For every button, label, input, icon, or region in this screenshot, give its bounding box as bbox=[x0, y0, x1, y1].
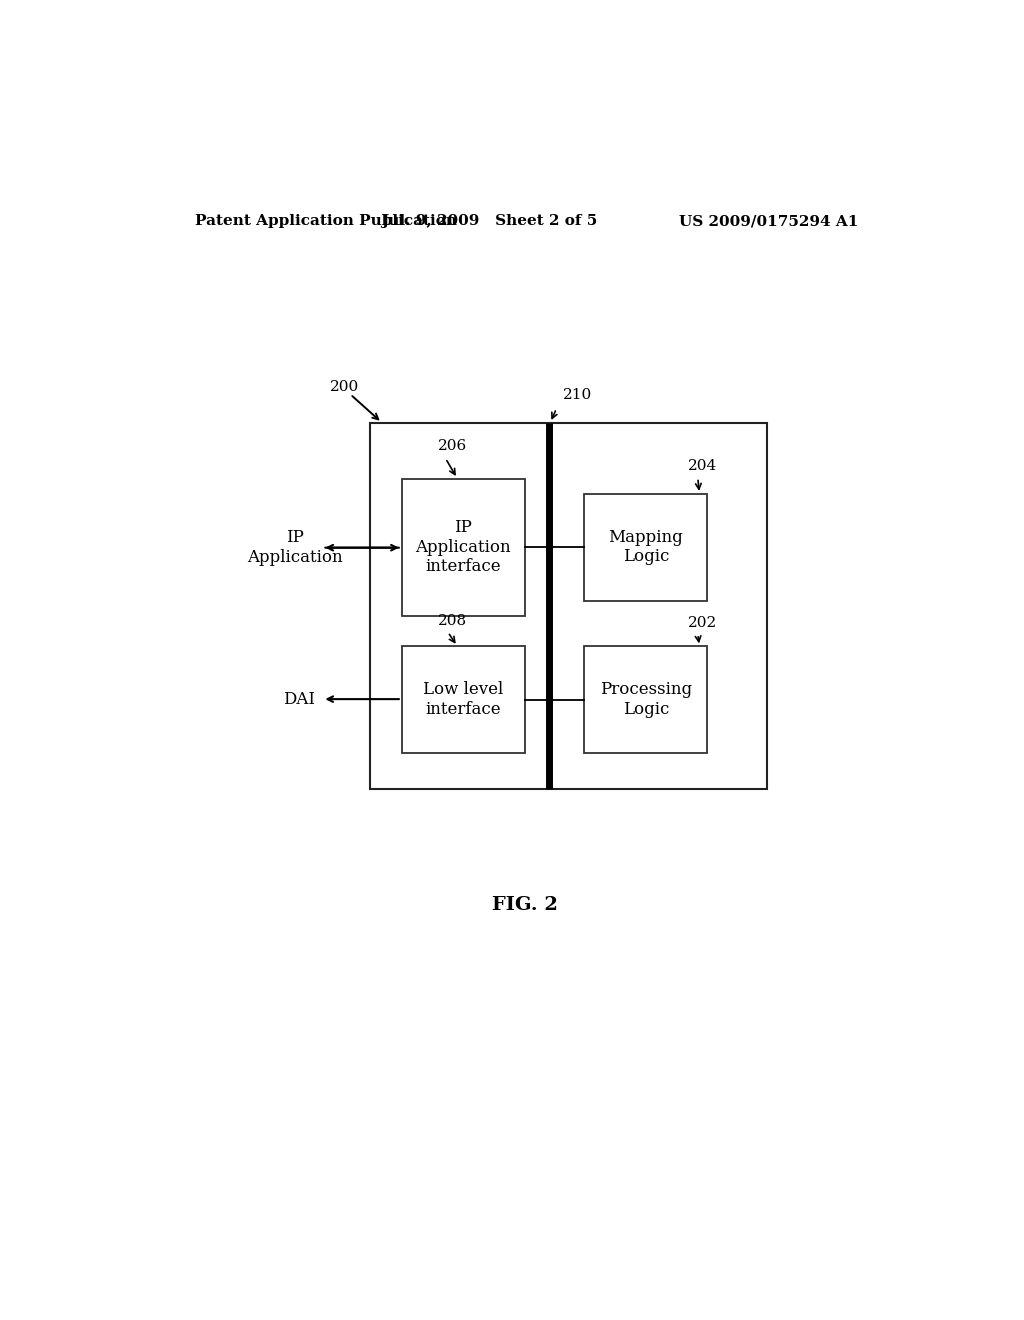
Bar bbox=[401, 647, 524, 752]
Text: 208: 208 bbox=[437, 614, 467, 628]
Bar bbox=[585, 494, 708, 601]
Bar bbox=[585, 647, 708, 752]
Text: Jul. 9, 2009   Sheet 2 of 5: Jul. 9, 2009 Sheet 2 of 5 bbox=[381, 214, 597, 228]
Text: 210: 210 bbox=[563, 388, 592, 403]
Text: 206: 206 bbox=[437, 440, 467, 453]
Text: Low level
interface: Low level interface bbox=[423, 681, 504, 718]
Text: IP
Application: IP Application bbox=[247, 529, 342, 566]
Text: 204: 204 bbox=[687, 459, 717, 474]
Text: Processing
Logic: Processing Logic bbox=[600, 681, 692, 718]
Text: 202: 202 bbox=[687, 616, 717, 630]
Text: Patent Application Publication: Patent Application Publication bbox=[196, 214, 458, 228]
Text: FIG. 2: FIG. 2 bbox=[492, 896, 558, 915]
Text: 200: 200 bbox=[331, 380, 359, 395]
Text: US 2009/0175294 A1: US 2009/0175294 A1 bbox=[679, 214, 858, 228]
Text: Mapping
Logic: Mapping Logic bbox=[608, 529, 683, 565]
Text: IP
Application
interface: IP Application interface bbox=[416, 519, 511, 576]
Bar bbox=[370, 422, 767, 788]
Bar bbox=[401, 479, 524, 615]
Text: DAI: DAI bbox=[283, 690, 314, 708]
